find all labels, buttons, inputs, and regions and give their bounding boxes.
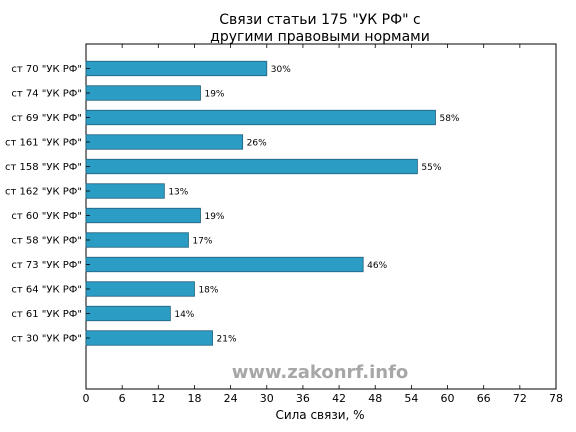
value-labels: 30% 19% 58% 26% 55% 13% 19% 17% 46% 18% 14% 21% <box>168 65 460 345</box>
x-tick-label: 6 <box>119 392 126 405</box>
x-tick-label: 60 <box>441 392 455 405</box>
bar <box>85 85 201 101</box>
x-tick-label: 0 <box>83 392 90 405</box>
chart-title-line-1: Связи статьи 175 "УК РФ" с <box>219 12 420 28</box>
category-label: ст 73 "УК РФ" <box>11 260 82 271</box>
x-tick-label: 78 <box>549 392 563 405</box>
x-tick-label: 36 <box>296 392 310 405</box>
category-label: ст 70 "УК РФ" <box>11 64 82 75</box>
value-label: 21% <box>217 335 237 345</box>
category-label: ст 60 "УК РФ" <box>11 211 82 222</box>
value-label: 17% <box>192 237 212 247</box>
x-tick-label: 48 <box>368 392 382 405</box>
value-label: 46% <box>367 261 387 271</box>
category-label: ст 158 "УК РФ" <box>5 162 82 173</box>
value-label: 58% <box>439 114 459 124</box>
category-labels: ст 70 "УК РФ" ст 74 "УК РФ" ст 69 "УК РФ" с… <box>5 64 90 345</box>
bar <box>85 183 165 199</box>
value-label: 19% <box>204 212 224 222</box>
x-tick-label: 12 <box>151 392 165 405</box>
category-label: ст 162 "УК РФ" <box>5 187 82 198</box>
x-axis-label: Сила связи, % <box>275 408 364 422</box>
category-label: ст 161 "УК РФ" <box>5 138 82 149</box>
chart-title-line-2: другими правовыми нормами <box>210 29 430 45</box>
value-label: 14% <box>174 310 194 320</box>
bar <box>85 134 244 150</box>
bar <box>85 60 268 77</box>
value-label: 26% <box>247 139 267 149</box>
bar <box>85 207 201 224</box>
bar <box>85 232 189 248</box>
value-label: 18% <box>198 286 218 296</box>
x-tick-label: 72 <box>513 392 527 405</box>
bars-layer <box>85 60 436 346</box>
bar <box>85 330 213 346</box>
bar <box>85 256 364 273</box>
x-tick-label: 24 <box>224 392 238 405</box>
value-label: 30% <box>271 65 291 75</box>
x-tick-label: 18 <box>187 392 201 405</box>
category-label: ст 64 "УК РФ" <box>11 285 82 296</box>
category-label: ст 58 "УК РФ" <box>11 236 82 247</box>
x-tick-label: 66 <box>477 392 491 405</box>
category-label: ст 74 "УК РФ" <box>11 89 82 100</box>
x-tick-label: 42 <box>332 392 346 405</box>
x-tick-label: 30 <box>260 392 274 405</box>
category-label: ст 69 "УК РФ" <box>11 113 82 124</box>
category-label: ст 30 "УК РФ" <box>11 334 82 345</box>
x-axis-ticks: 0 6 12 18 24 30 36 42 48 54 60 66 72 78 <box>83 44 563 405</box>
bar <box>85 158 418 175</box>
value-label: 55% <box>421 163 441 173</box>
category-label: ст 61 "УК РФ" <box>11 309 82 320</box>
bar <box>85 281 195 297</box>
bar <box>85 109 436 126</box>
x-tick-label: 54 <box>404 392 418 405</box>
watermark: www.zakonrf.info <box>232 362 409 383</box>
value-label: 19% <box>204 90 224 100</box>
value-label: 13% <box>168 188 188 198</box>
bar <box>85 305 171 322</box>
